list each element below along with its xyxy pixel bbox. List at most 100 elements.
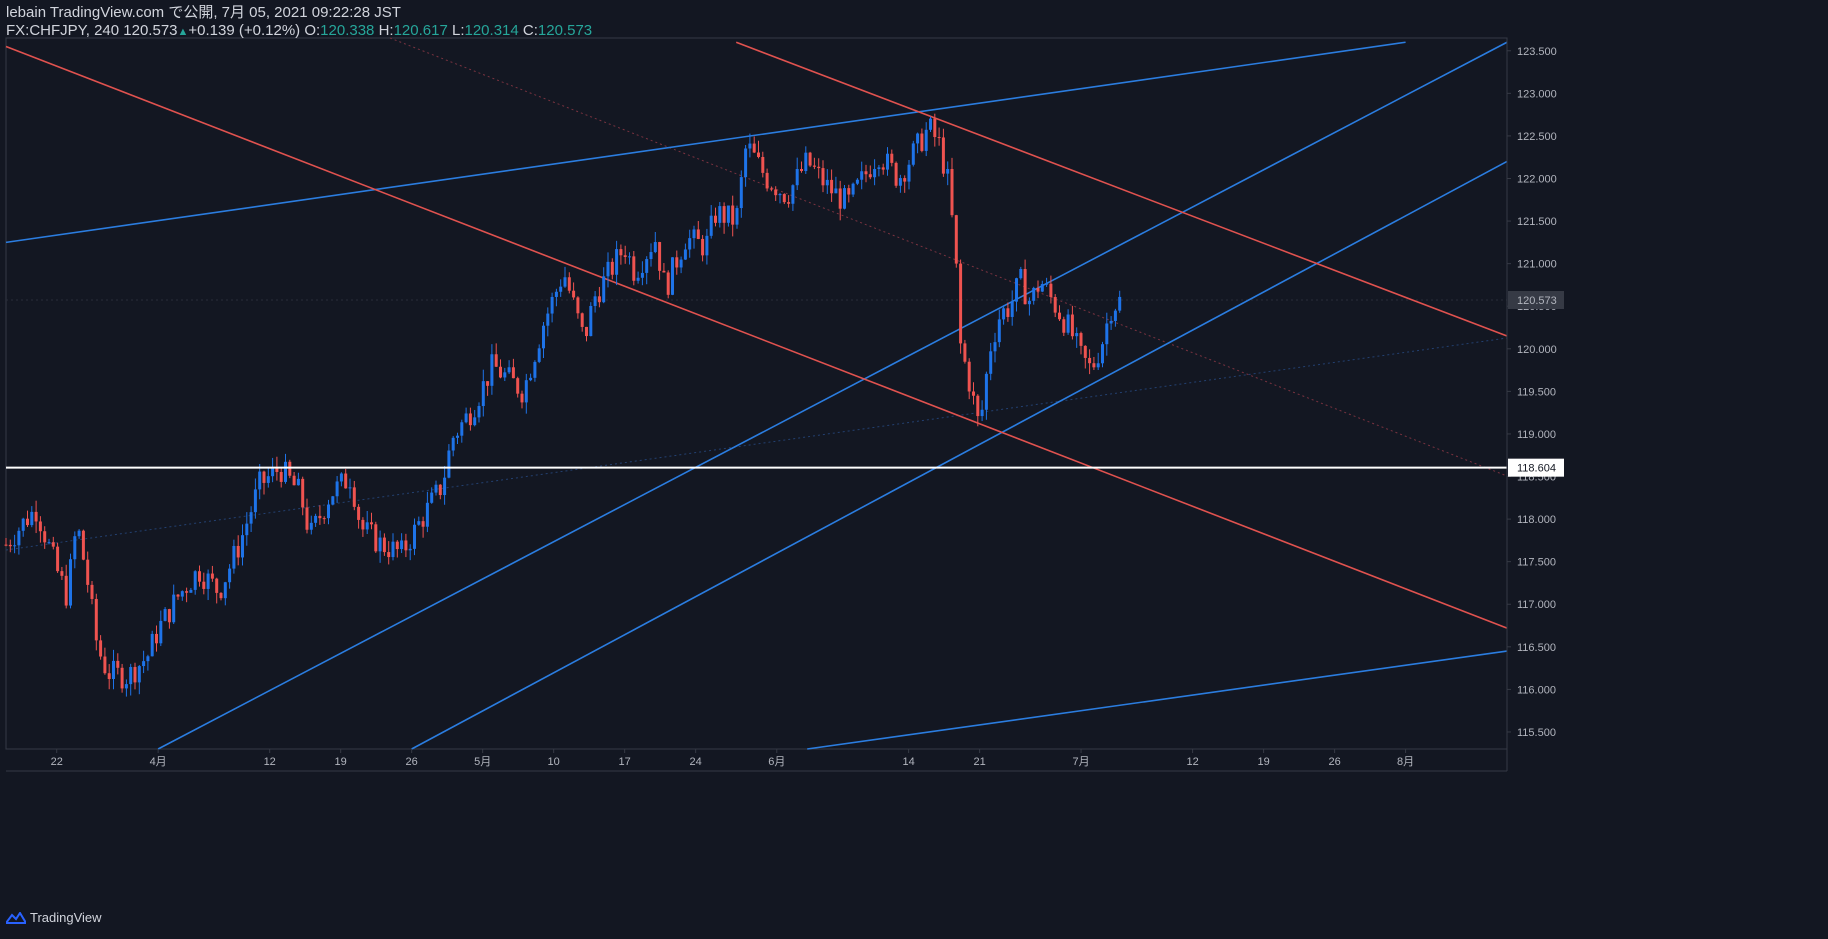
candle-body <box>64 575 68 606</box>
candle-body <box>752 143 756 153</box>
candle-body <box>946 169 950 174</box>
candle-body <box>593 296 597 306</box>
close-label: C: <box>522 22 538 39</box>
y-tick-label: 115.500 <box>1517 727 1556 739</box>
candle-body <box>1019 269 1023 279</box>
candle-body <box>821 168 825 186</box>
candle-body <box>296 478 300 486</box>
candle-body <box>331 496 335 505</box>
candle-body <box>701 238 705 256</box>
x-tick-label: 7月 <box>1072 756 1089 768</box>
candle-body <box>30 511 34 526</box>
low-value: 120.314 <box>464 22 519 39</box>
candle-body <box>370 522 373 525</box>
candle-body <box>430 492 434 503</box>
x-tick-label: 26 <box>1328 756 1340 768</box>
candle-body <box>941 137 945 174</box>
candle-body <box>327 504 330 519</box>
candle-body <box>907 164 911 182</box>
trendline-blue[interactable] <box>157 41 1508 750</box>
candle-body <box>1062 319 1066 333</box>
candle-body <box>993 342 997 352</box>
trendlines[interactable] <box>5 41 1508 750</box>
x-tick-label: 14 <box>903 756 915 768</box>
candle-body <box>26 518 29 526</box>
candle-body <box>1040 284 1044 292</box>
candle-body <box>1023 269 1027 305</box>
y-tick-label: 120.000 <box>1517 344 1557 356</box>
candle-body <box>43 531 47 543</box>
candle-body <box>959 263 963 344</box>
candle-body <box>671 257 674 295</box>
candle-body <box>757 152 760 157</box>
x-tick-label: 19 <box>1257 756 1269 768</box>
candle-body <box>309 522 313 530</box>
candle-body <box>997 319 1001 343</box>
candle-body <box>198 571 201 582</box>
candle-body <box>1036 287 1040 292</box>
candle-body <box>460 422 464 436</box>
candle-body <box>494 354 498 367</box>
candle-body <box>937 137 941 139</box>
tradingview-brand[interactable]: TradingView <box>30 910 102 925</box>
candle-body <box>744 148 748 178</box>
trendline-red[interactable] <box>735 41 1508 337</box>
candle-body <box>292 475 296 486</box>
candle-body <box>705 235 709 256</box>
candle-body <box>898 178 902 186</box>
candle-body <box>791 185 795 204</box>
candle-body <box>60 571 64 576</box>
candle-body <box>812 165 816 167</box>
candle-body <box>413 524 416 549</box>
candle-body <box>47 542 51 544</box>
candle-body <box>967 361 971 392</box>
candle-body <box>404 540 408 551</box>
candle-body <box>830 179 834 194</box>
candle-body <box>451 437 455 451</box>
candle-body <box>189 589 193 593</box>
candle-body <box>245 523 249 536</box>
x-tick-label: 19 <box>335 756 347 768</box>
candle-body <box>473 417 477 426</box>
candle-body <box>787 202 791 204</box>
trendline-blue[interactable] <box>807 650 1508 750</box>
candle-body <box>855 179 859 184</box>
candle-body <box>464 413 468 423</box>
candle-body <box>1118 296 1122 311</box>
x-tick-label: 24 <box>690 756 702 768</box>
candle-body <box>499 366 502 378</box>
candle-body <box>615 249 619 275</box>
candle-body <box>976 395 980 417</box>
candle-body <box>284 461 287 482</box>
candle-body <box>1088 357 1092 364</box>
candle-body <box>1113 310 1117 322</box>
trendline-red[interactable] <box>5 45 1508 629</box>
candle-body <box>860 171 864 180</box>
current-price-tag <box>1508 291 1564 310</box>
candle-body <box>1096 363 1100 368</box>
candle-body <box>658 242 662 271</box>
candle-body <box>804 152 808 172</box>
candle-body <box>335 481 339 497</box>
y-tick-label: 123.000 <box>1517 88 1557 100</box>
candle-body <box>305 507 309 530</box>
candle-body <box>511 367 515 379</box>
trendline-blue[interactable] <box>411 160 1508 750</box>
candle-body <box>155 633 158 644</box>
candle-body <box>954 215 958 264</box>
trendline-blue[interactable] <box>5 41 1406 244</box>
candle-body <box>1006 308 1010 317</box>
candle-body <box>365 522 369 530</box>
candle-body <box>972 391 975 396</box>
candle-body <box>529 377 533 381</box>
y-tick-label: 123.500 <box>1517 46 1557 58</box>
candle-body <box>159 620 163 644</box>
symbol-label[interactable]: FX:CHFJPY, 240 <box>6 22 120 39</box>
x-tick-label: 26 <box>406 756 418 768</box>
candle-body <box>275 467 279 472</box>
candle-body <box>443 477 447 496</box>
candle-body <box>963 343 967 362</box>
candle-body <box>468 413 472 426</box>
candle-body <box>920 133 924 151</box>
